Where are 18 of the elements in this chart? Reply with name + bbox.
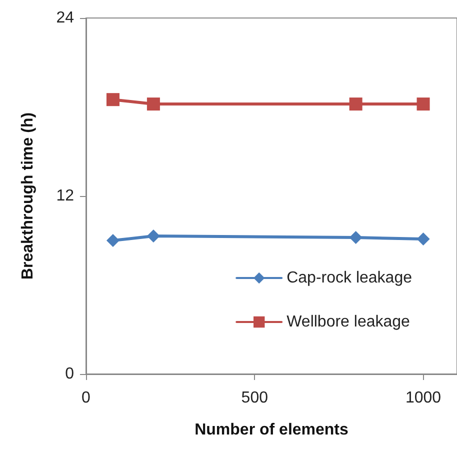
y-tick-label: 24 (56, 10, 74, 26)
point (106, 93, 120, 106)
x-axis-title: Number of elements (194, 422, 349, 438)
x-tick-label: 1000 (405, 390, 442, 406)
legend-label: Wellbore leakage (286, 314, 410, 330)
y-tick-label: 0 (65, 366, 74, 382)
point (146, 98, 160, 111)
point (416, 98, 430, 111)
point (349, 98, 362, 111)
point (416, 232, 430, 246)
point (349, 231, 362, 244)
x-tick-label: 500 (241, 390, 268, 406)
point (146, 230, 160, 243)
x-tick-label: 0 (82, 390, 91, 406)
legend-label: Cap-rock leakage (286, 270, 412, 286)
y-tick-label: 12 (56, 188, 74, 204)
y-axis-title: Breakthrough time (h) (20, 112, 36, 280)
point (106, 234, 120, 247)
